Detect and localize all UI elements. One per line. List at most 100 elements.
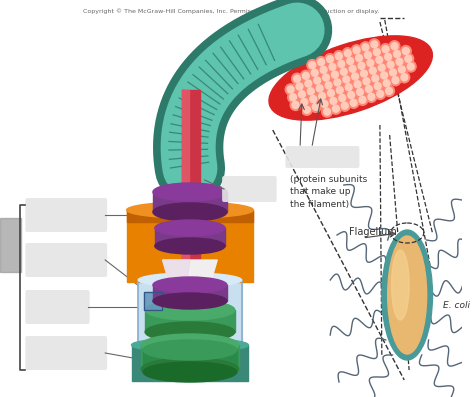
Circle shape (385, 59, 396, 70)
Circle shape (301, 70, 311, 81)
Text: E. coli: E. coli (443, 301, 470, 310)
Circle shape (290, 94, 296, 101)
Bar (153, 192, 227, 212)
Circle shape (362, 44, 369, 51)
Bar (144, 292, 162, 310)
Circle shape (336, 53, 342, 60)
Circle shape (390, 75, 401, 86)
Text: (protein subunits
that make up
the filament): (protein subunits that make up the filam… (290, 175, 367, 209)
Circle shape (288, 92, 299, 103)
Ellipse shape (153, 277, 227, 293)
Circle shape (317, 91, 328, 102)
Circle shape (346, 89, 356, 100)
Circle shape (365, 57, 376, 68)
Bar (143, 350, 237, 372)
Circle shape (385, 54, 392, 60)
Ellipse shape (141, 334, 238, 356)
Circle shape (318, 64, 329, 75)
Ellipse shape (388, 236, 427, 354)
Circle shape (305, 86, 316, 97)
Circle shape (311, 69, 318, 76)
Circle shape (353, 47, 360, 54)
Circle shape (352, 73, 358, 80)
Circle shape (327, 56, 333, 63)
Bar (144, 292, 162, 310)
Circle shape (399, 72, 410, 83)
Circle shape (386, 87, 392, 94)
Circle shape (339, 94, 346, 102)
Circle shape (316, 85, 323, 92)
Bar (141, 345, 238, 369)
Bar (138, 280, 242, 352)
Circle shape (371, 41, 378, 48)
Circle shape (352, 79, 363, 90)
Bar (153, 285, 227, 301)
Ellipse shape (143, 362, 237, 382)
Ellipse shape (153, 293, 227, 309)
Circle shape (293, 75, 301, 82)
Circle shape (344, 50, 351, 57)
Circle shape (405, 55, 412, 62)
Circle shape (376, 62, 387, 73)
Circle shape (384, 85, 394, 96)
Circle shape (319, 93, 326, 100)
Circle shape (303, 106, 310, 113)
Circle shape (374, 54, 384, 66)
Circle shape (285, 84, 296, 95)
Bar (145, 310, 235, 332)
Circle shape (365, 52, 371, 59)
Circle shape (370, 73, 381, 84)
FancyBboxPatch shape (25, 198, 107, 232)
Circle shape (331, 71, 338, 78)
Circle shape (338, 66, 349, 77)
Circle shape (343, 76, 350, 83)
Ellipse shape (382, 230, 432, 360)
Circle shape (368, 93, 375, 100)
Circle shape (376, 56, 383, 64)
Circle shape (367, 65, 378, 76)
Circle shape (383, 52, 393, 62)
Circle shape (320, 66, 327, 73)
Circle shape (373, 81, 383, 92)
Circle shape (305, 80, 312, 87)
Circle shape (327, 62, 338, 72)
Circle shape (356, 89, 364, 96)
Circle shape (350, 71, 360, 82)
Circle shape (378, 64, 385, 71)
Circle shape (292, 102, 299, 108)
Circle shape (407, 63, 414, 70)
Circle shape (297, 89, 307, 100)
Circle shape (360, 42, 371, 53)
Circle shape (338, 60, 345, 67)
Circle shape (357, 94, 368, 105)
Ellipse shape (269, 36, 432, 120)
Circle shape (339, 100, 350, 111)
Bar (127, 210, 253, 282)
Ellipse shape (153, 203, 227, 221)
FancyBboxPatch shape (222, 176, 277, 202)
Bar (155, 228, 225, 246)
Circle shape (347, 63, 358, 74)
Circle shape (332, 105, 339, 112)
Circle shape (359, 96, 366, 103)
Circle shape (364, 84, 374, 94)
Circle shape (351, 45, 362, 56)
Circle shape (329, 64, 336, 70)
Circle shape (332, 77, 343, 88)
Circle shape (340, 68, 347, 75)
Circle shape (325, 82, 332, 89)
Circle shape (396, 58, 403, 65)
Circle shape (377, 91, 383, 97)
Circle shape (375, 89, 385, 99)
Text: Flagellum: Flagellum (349, 227, 396, 237)
FancyBboxPatch shape (25, 336, 107, 370)
Circle shape (341, 74, 352, 85)
FancyBboxPatch shape (285, 146, 359, 168)
Circle shape (345, 56, 356, 67)
Circle shape (392, 48, 402, 60)
Circle shape (296, 83, 303, 90)
Circle shape (321, 100, 328, 107)
Circle shape (382, 46, 389, 53)
Circle shape (347, 58, 354, 64)
Circle shape (405, 61, 416, 72)
